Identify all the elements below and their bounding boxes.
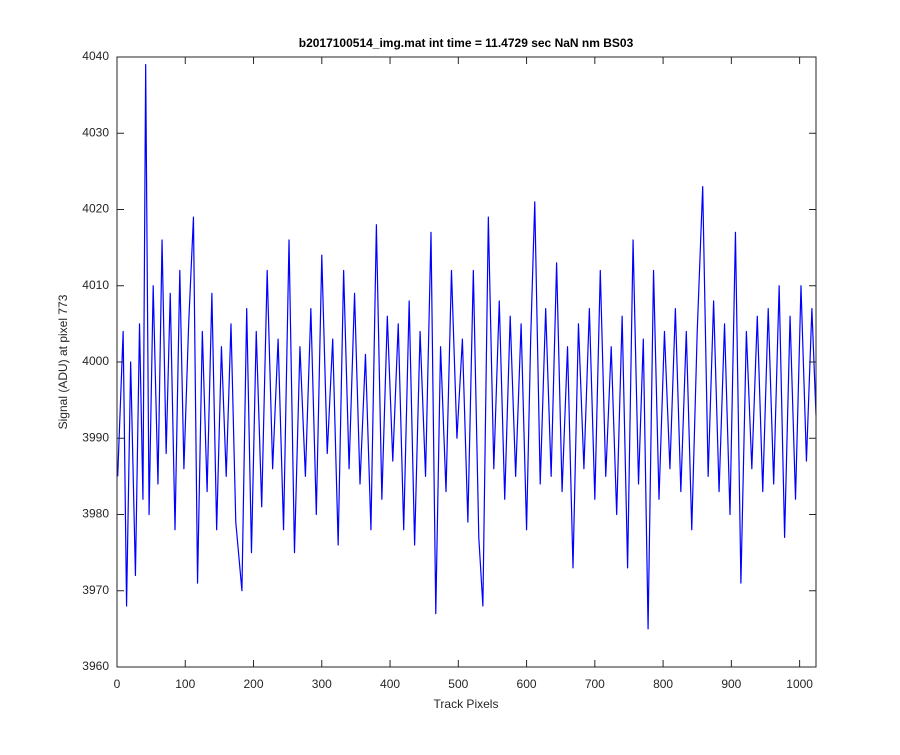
x-tick-label: 100 [175,677,195,691]
y-axis-label: Signal (ADU) at pixel 773 [56,294,70,429]
x-axis-label: Track Pixels [434,697,499,711]
x-tick-label: 0 [114,677,121,691]
data-line [117,64,817,630]
y-tick-label: 3960 [82,659,109,673]
chart-title: b2017100514_img.mat int time = 11.4729 s… [299,36,634,50]
x-tick-label: 200 [244,677,264,691]
y-tick-label: 3980 [82,507,109,521]
y-tick-label: 3970 [82,583,109,597]
x-tick-label: 300 [312,677,332,691]
y-tick-label: 4040 [82,49,109,63]
x-tick-label: 700 [585,677,605,691]
x-tick-label: 400 [380,677,400,691]
x-tick-label: 600 [517,677,537,691]
y-tick-label: 4000 [82,354,109,368]
x-tick-label: 800 [653,677,673,691]
y-tick-label: 3990 [82,430,109,444]
x-tick-label: 500 [448,677,468,691]
x-tick-label: 900 [721,677,741,691]
x-tick-label: 1000 [786,677,813,691]
y-tick-label: 4010 [82,278,109,292]
plot-area [117,57,816,667]
y-tick-label: 4030 [82,125,109,139]
y-tick-label: 4020 [82,202,109,216]
